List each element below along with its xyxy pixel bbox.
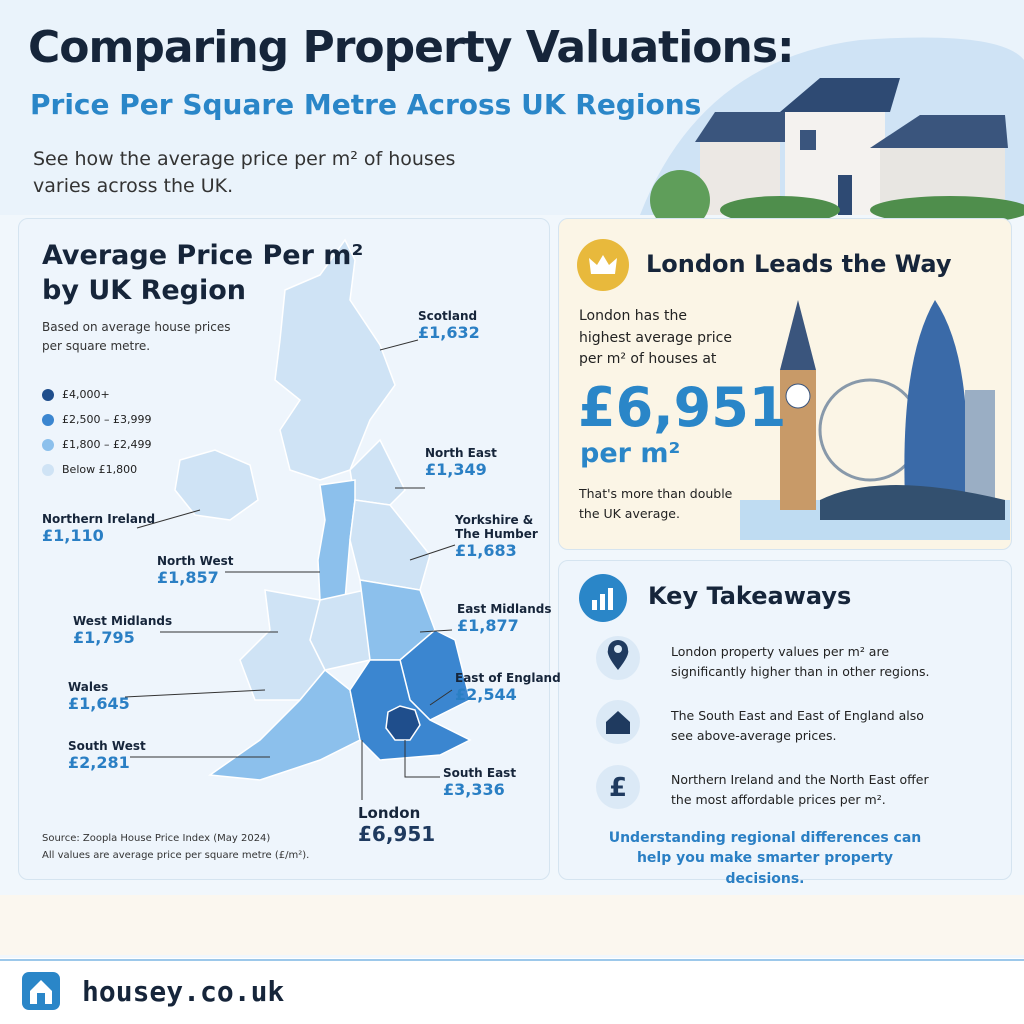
region-label: East of England £2,544 [455, 671, 561, 704]
region-name: Northern Ireland [42, 512, 156, 526]
takeaway: Northern Ireland and the North East offe… [671, 772, 929, 807]
region-label: West Midlands £1,795 [73, 614, 172, 647]
region-name: West Midlands [73, 614, 173, 628]
legend-item: £4,000+ [42, 382, 151, 407]
region-price: £1,645 [68, 694, 130, 713]
takeaway: London property values per m² are signif… [671, 644, 930, 679]
region-price: £3,336 [443, 780, 505, 799]
region-label: East Midlands £1,877 [457, 602, 551, 635]
region-name: Scotland [418, 309, 478, 323]
region-name: East of England [455, 671, 561, 685]
region-price: £2,281 [68, 753, 130, 772]
intro: See how the average price per m² of hous… [33, 148, 456, 197]
legend: £4,000+ £2,500 – £3,999 £1,800 – £2,499 Bel… [42, 382, 151, 482]
legend-label: £2,500 – £3,999 [62, 413, 152, 426]
region-name: North East [425, 446, 497, 460]
region-name: East Midlands [457, 602, 552, 616]
subtitle: Price Per Square Metre Across UK Regions [30, 88, 702, 121]
legend-label: £4,000+ [62, 388, 110, 401]
region-price: £2,544 [455, 685, 517, 704]
takeaway: The South East and East of England also … [671, 708, 924, 743]
takeaways-title: Key Takeaways [648, 582, 852, 610]
title: Comparing Property Valuations: [28, 22, 795, 73]
legend-swatch [42, 463, 54, 476]
region-label: Scotland £1,632 [418, 309, 480, 342]
region-label: Wales £1,645 [68, 680, 130, 713]
takeaways-footer: Understanding regional differences can h… [608, 830, 922, 887]
region-label: Northern Ireland £1,110 [42, 512, 155, 545]
region-name: Yorkshire & The Humber [455, 513, 538, 541]
region-price: £1,110 [42, 526, 104, 545]
source-line: All values are average price per square … [42, 850, 310, 861]
london-unit: per m² [580, 438, 681, 469]
region-price: £1,683 [455, 541, 517, 560]
region-label: North East £1,349 [425, 446, 497, 479]
legend-item: £1,800 – £2,499 [42, 432, 151, 457]
source-line: Source: Zoopla House Price Index (May 20… [42, 833, 271, 844]
london-title: London Leads the Way [646, 250, 952, 278]
map-title-line: Average Price Per m² [42, 240, 364, 271]
region-price: £6,951 [358, 822, 436, 846]
legend-swatch [42, 438, 54, 451]
legend-label: Below £1,800 [62, 463, 138, 476]
london-note: That's more than double the UK average. [579, 486, 733, 521]
region-name: South West [68, 739, 146, 753]
region-label: South East £3,336 [443, 766, 516, 799]
region-price: £1,349 [425, 460, 487, 479]
legend-swatch [42, 413, 54, 426]
region-price: £1,632 [418, 323, 480, 342]
region-price: £1,877 [457, 616, 519, 635]
brand: housey.co.uk [82, 975, 285, 1008]
region-label: North West £1,857 [157, 554, 234, 587]
london-price: £6,951 [578, 376, 787, 439]
region-name: London [358, 804, 421, 822]
region-name: South East [443, 766, 517, 780]
legend-item: Below £1,800 [42, 457, 151, 482]
source: Source: Zoopla House Price Index (May 20… [42, 830, 309, 864]
legend-item: £2,500 – £3,999 [42, 407, 151, 432]
map-note: Based on average house prices per square… [42, 320, 231, 354]
region-label: London £6,951 [358, 804, 435, 846]
svg-text:£: £ [609, 773, 627, 803]
region-name: Wales [68, 680, 109, 694]
london-text: London has the highest average price per… [579, 308, 732, 368]
region-price: £1,795 [73, 628, 135, 647]
region-price: £1,857 [157, 568, 219, 587]
region-name: North West [157, 554, 234, 568]
legend-label: £1,800 – £2,499 [62, 438, 152, 451]
region-label: Yorkshire & The Humber £1,683 [455, 513, 555, 560]
legend-swatch [42, 388, 54, 401]
region-label: South West £2,281 [68, 739, 146, 772]
map-title: Average Price Per m² by UK Region [42, 238, 363, 308]
map-title-line: by UK Region [42, 275, 247, 307]
